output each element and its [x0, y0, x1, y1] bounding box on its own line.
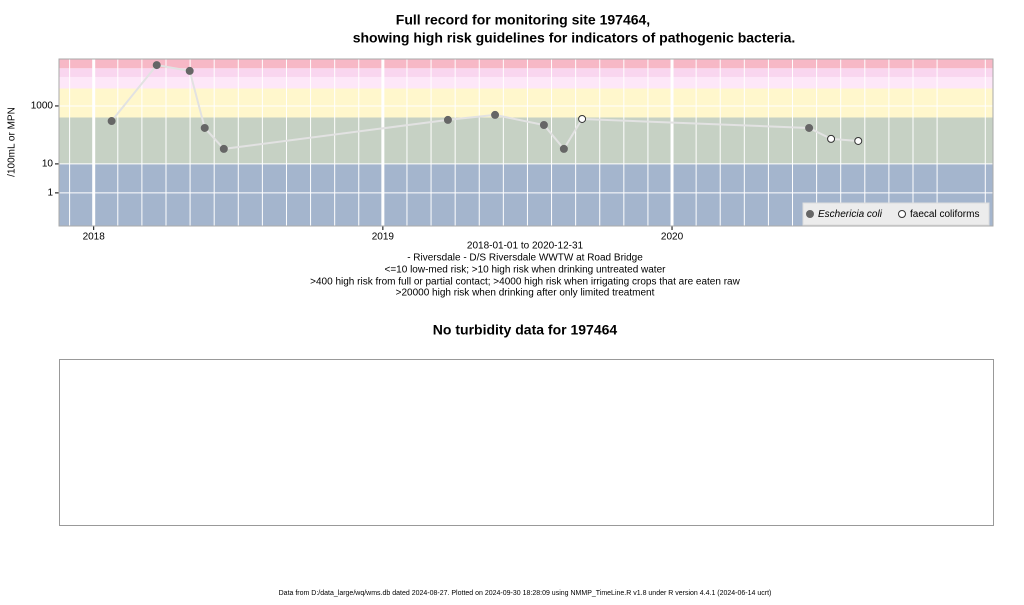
x-tick-label: 2020	[661, 232, 684, 243]
data-point	[107, 117, 116, 126]
data-point	[152, 61, 161, 70]
turbidity-title: No turbidity data for 197464	[433, 322, 618, 338]
x-tick-label: 2019	[372, 232, 395, 243]
x-tick-label: 2018	[83, 232, 106, 243]
caption: >20000 high risk when drinking after onl…	[396, 288, 655, 299]
empty-panel	[59, 359, 994, 526]
data-point	[185, 66, 194, 75]
data-point	[578, 114, 587, 123]
data-point	[805, 123, 814, 132]
data-point	[219, 144, 228, 153]
data-point	[539, 121, 548, 130]
legend	[802, 202, 990, 226]
legend-label: Eschericia coli	[818, 209, 883, 220]
data-point	[854, 136, 863, 145]
data-point	[827, 134, 836, 143]
risk-band	[59, 76, 993, 89]
plot-area: 1 10 1000 2018 2019 2020 Eschericia coli faecal…	[31, 58, 994, 243]
data-point	[559, 144, 568, 153]
footer: Data from D:/data_large/wq/wms.db dated …	[279, 590, 772, 597]
caption: >400 high risk from full or partial cont…	[310, 277, 740, 288]
caption: <=10 low-med risk; >10 high risk when dr…	[385, 265, 667, 276]
risk-band	[59, 59, 993, 69]
caption: 2018-01-01 to 2020-12-31	[467, 241, 584, 252]
legend-marker	[806, 210, 814, 218]
data-point	[200, 123, 209, 132]
y-tick-label: 10	[42, 159, 54, 170]
data-point	[443, 115, 452, 124]
title-line: Full record for monitoring site 197464,	[396, 12, 650, 28]
caption: - Riversdale - D/S Riversdale WWTW at Ro…	[407, 253, 643, 264]
legend-marker	[898, 210, 906, 218]
title-line: showing high risk guidelines for indicat…	[353, 30, 796, 46]
y-tick-label: 1000	[31, 101, 54, 112]
y-axis-label: /100mL or MPN	[7, 107, 18, 177]
data-point	[491, 110, 500, 119]
plot-border	[58, 58, 994, 227]
legend-label: faecal coliforms	[910, 209, 979, 220]
risk-band	[59, 68, 993, 77]
y-tick-label: 1	[47, 188, 53, 199]
